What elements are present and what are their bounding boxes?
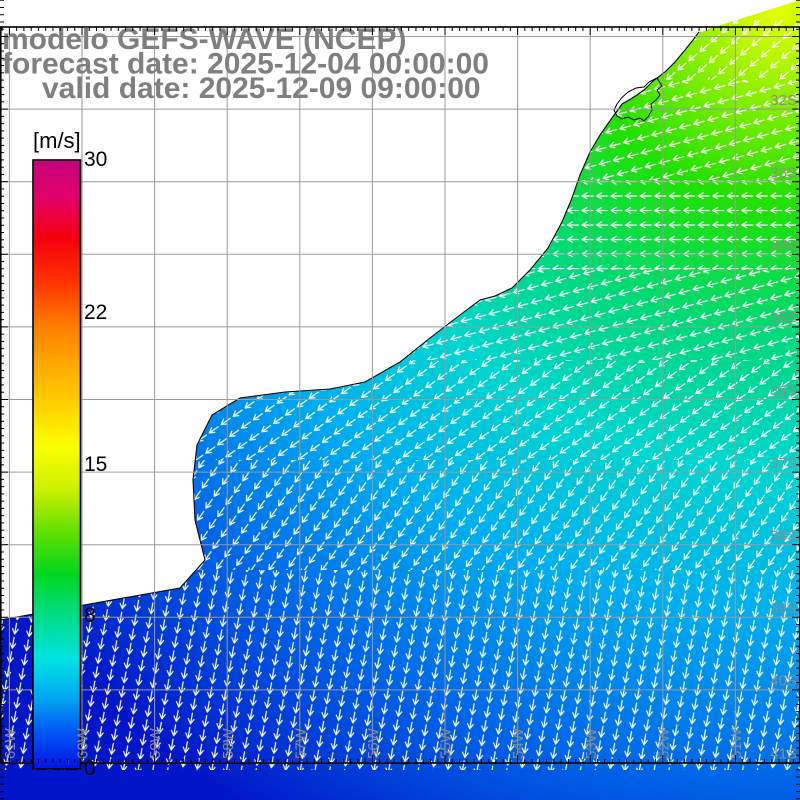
svg-text:valid date: 2025-12-09 09:00:0: valid date: 2025-12-09 09:00:00 — [42, 72, 481, 105]
svg-text:30: 30 — [84, 148, 107, 171]
svg-text:56W: 56W — [365, 727, 382, 759]
svg-text:22: 22 — [84, 301, 107, 324]
svg-text:55W: 55W — [438, 727, 455, 759]
svg-text:32S: 32S — [770, 92, 797, 109]
svg-text:39S: 39S — [770, 600, 797, 617]
svg-text:59W: 59W — [147, 727, 164, 759]
svg-text:34S: 34S — [770, 237, 797, 254]
svg-text:36S: 36S — [770, 382, 797, 399]
svg-text:61W: 61W — [2, 727, 19, 759]
svg-text:52W: 52W — [655, 727, 672, 759]
svg-text:51W: 51W — [728, 727, 745, 759]
svg-text:35S: 35S — [770, 310, 797, 327]
svg-text:[m/s]: [m/s] — [33, 128, 81, 153]
svg-text:8: 8 — [84, 604, 96, 627]
svg-text:57W: 57W — [292, 727, 309, 759]
svg-text:0: 0 — [84, 757, 96, 780]
svg-text:37S: 37S — [770, 455, 797, 472]
svg-text:60W: 60W — [75, 727, 92, 759]
svg-text:15: 15 — [84, 453, 107, 476]
svg-text:38S: 38S — [770, 528, 797, 545]
svg-text:33S: 33S — [770, 165, 797, 182]
svg-text:40S: 40S — [770, 673, 797, 690]
svg-text:54W: 54W — [510, 727, 527, 759]
svg-text:53W: 53W — [583, 727, 600, 759]
svg-text:58W: 58W — [220, 727, 237, 759]
